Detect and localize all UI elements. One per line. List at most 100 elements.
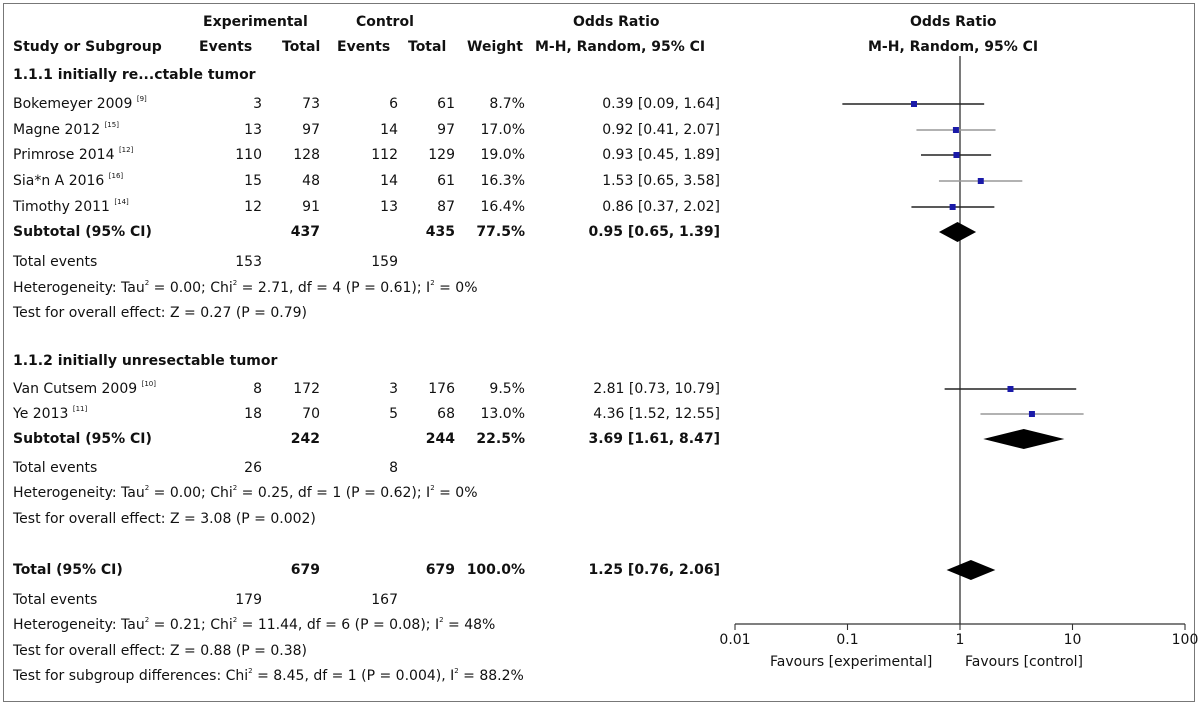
ci-text: 1.25 [0.76, 2.06] [588, 562, 721, 578]
total-label: Total (95% CI) [13, 562, 123, 578]
ctl-total: 244 [425, 431, 455, 447]
study-name: Van Cutsem 2009 [10] [13, 380, 156, 398]
ctl-total: 129 [428, 147, 455, 163]
ctl-total: 176 [428, 381, 455, 397]
weight: 17.0% [480, 122, 525, 138]
ctl-total: 87 [437, 199, 455, 215]
ctl-total: 97 [437, 122, 455, 138]
x-tick-label: 0.01 [719, 632, 750, 648]
weight: 16.4% [480, 199, 525, 215]
study-point [953, 152, 960, 158]
ctl-events: 167 [371, 592, 398, 608]
study-point [977, 178, 984, 184]
overall-effect: Test for overall effect: Z = 0.27 (P = 0… [13, 305, 307, 321]
x-tick-label: 0.1 [836, 632, 858, 648]
figure-frame [3, 3, 1195, 702]
ci-text: 2.81 [0.73, 10.79] [593, 381, 720, 397]
study-name: Ye 2013 [11] [13, 405, 88, 423]
favours-control: Favours [control] [965, 654, 1084, 670]
study-point [949, 204, 956, 210]
exp-total: 242 [290, 431, 320, 447]
group-title: 1.1.1 initially re...ctable tumor [13, 67, 256, 83]
study-name: Bokemeyer 2009 [9] [13, 95, 147, 113]
group-title: 1.1.2 initially unresectable tumor [13, 353, 278, 369]
ctl-events: 8 [389, 460, 398, 476]
subtotal-label: Subtotal (95% CI) [13, 431, 152, 447]
ci-text: 1.53 [0.65, 3.58] [602, 173, 720, 189]
subgroup-differences: Test for subgroup differences: Chi2 = 8.… [13, 667, 524, 685]
exp-total: 128 [293, 147, 320, 163]
header-exp-total: Total [282, 39, 321, 55]
ci-text: 4.36 [1.52, 12.55] [593, 406, 720, 422]
x-tick-label: 1 [956, 632, 965, 648]
weight: 22.5% [476, 431, 525, 447]
ci-text: 0.39 [0.09, 1.64] [602, 96, 720, 112]
exp-total: 70 [302, 406, 320, 422]
header-method: M-H, Random, 95% CI [535, 39, 706, 55]
x-tick-label: 100 [1172, 632, 1199, 648]
overall-effect: Test for overall effect: Z = 0.88 (P = 0… [13, 643, 307, 659]
header-ctl-events: Events [337, 39, 391, 55]
exp-total: 91 [302, 199, 320, 215]
total-events-label: Total events [13, 254, 98, 270]
weight: 13.0% [480, 406, 525, 422]
total-events-label: Total events [13, 460, 98, 476]
summary-diamond [946, 560, 996, 580]
exp-events: 26 [244, 460, 262, 476]
ctl-total: 61 [437, 96, 455, 112]
header-weight: Weight [467, 39, 523, 55]
exp-total: 679 [290, 562, 320, 578]
exp-events: 179 [235, 592, 262, 608]
study-name: Primrose 2014 [12] [13, 146, 134, 164]
study-point [952, 127, 959, 133]
ctl-total: 679 [425, 562, 455, 578]
study-point [910, 101, 917, 107]
weight: 16.3% [480, 173, 525, 189]
exp-total: 172 [293, 381, 320, 397]
exp-events: 12 [244, 199, 262, 215]
ctl-events: 14 [380, 173, 398, 189]
study-point [1028, 411, 1035, 417]
exp-total: 73 [302, 96, 320, 112]
exp-events: 3 [253, 96, 262, 112]
summary-diamond [983, 429, 1065, 449]
header-control: Control [356, 14, 414, 30]
header-experimental: Experimental [203, 14, 308, 30]
favours-experimental: Favours [experimental] [770, 654, 933, 670]
exp-total: 437 [290, 224, 320, 240]
ctl-events: 14 [380, 122, 398, 138]
exp-events: 18 [244, 406, 262, 422]
header-study: Study or Subgroup [13, 39, 162, 55]
heterogeneity: Heterogeneity: Tau2 = 0.00; Chi2 = 0.25,… [13, 484, 478, 502]
total-events-label: Total events [13, 592, 98, 608]
study-name: Sia*n A 2016 [16] [13, 172, 124, 190]
summary-diamond [938, 222, 977, 242]
ci-text: 0.92 [0.41, 2.07] [602, 122, 720, 138]
weight: 9.5% [489, 381, 525, 397]
exp-events: 8 [253, 381, 262, 397]
ctl-total: 61 [437, 173, 455, 189]
header-odds-ratio: Odds Ratio [573, 14, 660, 30]
exp-events: 15 [244, 173, 262, 189]
weight: 77.5% [476, 224, 525, 240]
ctl-total: 435 [425, 224, 455, 240]
ci-text: 0.95 [0.65, 1.39] [588, 224, 721, 240]
study-point [1007, 386, 1014, 392]
exp-events: 110 [235, 147, 262, 163]
ctl-events: 3 [389, 381, 398, 397]
exp-events: 153 [235, 254, 262, 270]
ctl-events: 159 [371, 254, 398, 270]
heterogeneity: Heterogeneity: Tau2 = 0.00; Chi2 = 2.71,… [13, 279, 478, 297]
weight: 8.7% [489, 96, 525, 112]
study-name: Magne 2012 [15] [13, 121, 119, 139]
ctl-events: 13 [380, 199, 398, 215]
plot-header-method: M-H, Random, 95% CI [868, 39, 1039, 55]
x-tick-label: 10 [1064, 632, 1082, 648]
weight: 100.0% [466, 562, 525, 578]
exp-total: 97 [302, 122, 320, 138]
subtotal-label: Subtotal (95% CI) [13, 224, 152, 240]
plot-header-title: Odds Ratio [910, 14, 997, 30]
ci-text: 0.86 [0.37, 2.02] [602, 199, 720, 215]
ctl-events: 5 [389, 406, 398, 422]
